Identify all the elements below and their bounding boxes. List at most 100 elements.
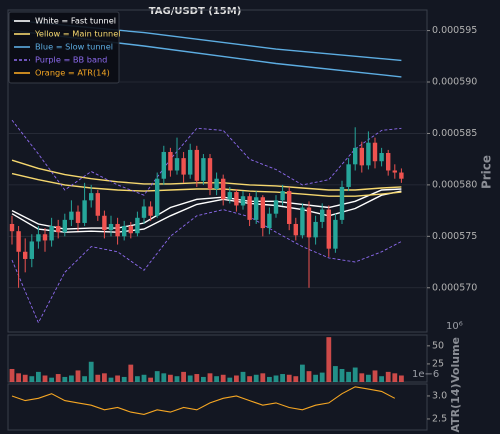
- candle-body: [128, 226, 133, 234]
- candle-body: [379, 152, 384, 162]
- candle-body: [168, 151, 173, 171]
- y-tick-label: 0.000580: [432, 179, 477, 190]
- volume-bar: [161, 373, 167, 382]
- volume-bar: [372, 370, 378, 382]
- candle-body: [89, 193, 94, 201]
- volume-bar: [108, 377, 114, 382]
- y-axis-label: ATR(14): [449, 384, 462, 433]
- candle-body: [326, 209, 331, 249]
- candle-body: [155, 178, 160, 216]
- volume-bar: [385, 371, 391, 382]
- candle-body: [346, 164, 351, 187]
- volume-bar: [300, 364, 305, 382]
- legend-label: Orange = ATR(14): [35, 68, 110, 78]
- chart-title: TAG/USDT (15M): [149, 6, 242, 17]
- candle-body: [247, 196, 252, 220]
- candle-body: [267, 213, 272, 229]
- volume-bar: [392, 373, 398, 382]
- volume-bar: [253, 374, 259, 382]
- y-axis-label: Price: [480, 155, 494, 189]
- volume-bar: [366, 374, 371, 382]
- volume-bar: [194, 374, 200, 382]
- volume-bar: [174, 376, 180, 382]
- volume-bar: [214, 376, 219, 382]
- candle-body: [366, 142, 371, 166]
- volume-bar: [240, 371, 246, 382]
- candle-body: [214, 178, 219, 190]
- panel-frame: [7, 383, 428, 431]
- candle-body: [207, 158, 213, 190]
- volume-bar: [379, 376, 384, 382]
- candle-body: [141, 206, 147, 218]
- candle-body: [16, 231, 21, 252]
- volume-bar: [42, 375, 48, 382]
- volume-bar: [102, 373, 107, 382]
- y-tick-label: 25: [432, 358, 444, 369]
- candle-body: [293, 223, 298, 236]
- volume-bar: [260, 373, 266, 382]
- volume-bar: [82, 376, 87, 382]
- candle-body: [102, 215, 107, 231]
- candle-body: [95, 193, 100, 216]
- candle-body: [320, 209, 325, 222]
- candle-body: [69, 211, 74, 220]
- candle-body: [188, 149, 193, 175]
- candle-body: [313, 221, 318, 238]
- volume-bar: [220, 374, 226, 382]
- volume-bar: [399, 375, 404, 382]
- volume-bar: [207, 373, 213, 382]
- candle-body: [392, 170, 397, 173]
- volume-bar: [55, 374, 61, 382]
- volume-bar: [352, 367, 358, 382]
- volume-bar: [306, 371, 312, 382]
- volume-bar: [154, 371, 160, 382]
- panel-frame: [7, 9, 428, 333]
- volume-bar: [168, 374, 173, 382]
- volume-bar: [313, 374, 318, 382]
- volume-bar: [319, 372, 325, 382]
- volume-bar: [121, 376, 127, 382]
- candle-body: [161, 151, 166, 179]
- y-tick-label: 50: [432, 340, 444, 351]
- volume-bar: [22, 374, 28, 382]
- line: [11, 119, 402, 196]
- volume-bar: [201, 376, 206, 382]
- candle-body: [29, 241, 34, 259]
- y-tick-label: 3.0: [432, 390, 447, 401]
- legend: White = Fast tunnel Yellow = Main tunnel B…: [8, 11, 121, 84]
- y-tick-label: 0.000595: [432, 25, 477, 36]
- candle-body: [181, 158, 186, 175]
- legend-label: White = Fast tunnel: [35, 16, 116, 26]
- volume-bar: [227, 377, 233, 382]
- candle-body: [234, 192, 239, 206]
- volume-bar: [286, 374, 292, 382]
- candle-body: [339, 186, 345, 220]
- candle-body: [75, 211, 81, 223]
- volume-bar: [273, 375, 279, 382]
- candle-body: [306, 207, 312, 238]
- volume-bar: [339, 368, 345, 382]
- volume-bar: [128, 364, 134, 382]
- candle-body: [9, 223, 15, 232]
- candle-body: [386, 152, 391, 171]
- candle-body: [135, 217, 140, 234]
- candle-body: [115, 223, 120, 237]
- volume-bar: [9, 368, 15, 382]
- volume-bar: [141, 374, 147, 382]
- candle-body: [273, 200, 279, 214]
- volume-bar: [62, 376, 68, 382]
- candle-body: [240, 196, 246, 206]
- axis-offset-label: 1e−6: [412, 369, 439, 380]
- y-axis-label: Volume: [449, 337, 462, 383]
- candle-body: [62, 219, 67, 233]
- volume-bar: [333, 366, 338, 382]
- candle-body: [201, 158, 206, 181]
- candle-body: [148, 206, 153, 216]
- volume-bar: [69, 375, 74, 382]
- volume-bar: [115, 375, 120, 382]
- volume-bar: [187, 375, 193, 382]
- line: [11, 209, 402, 324]
- candle-body: [254, 197, 259, 220]
